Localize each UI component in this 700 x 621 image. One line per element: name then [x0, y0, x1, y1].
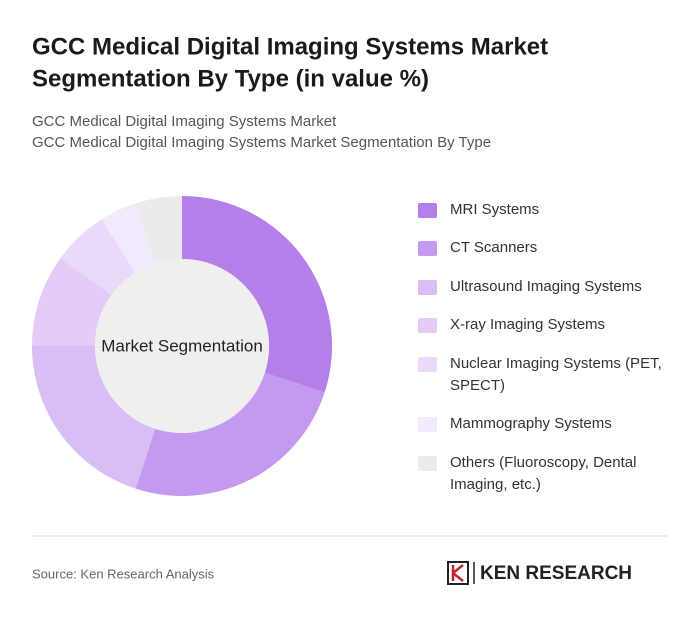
legend-swatch	[418, 280, 437, 295]
center-label: Market Segmentation	[101, 336, 263, 355]
donut-slice	[182, 196, 332, 393]
donut-slice	[135, 372, 325, 496]
legend-swatch	[418, 203, 437, 218]
legend-swatch	[418, 357, 437, 372]
legend-label: Others (Fluoroscopy, Dental	[450, 454, 636, 471]
legend-label: Ultrasound Imaging Systems	[450, 278, 642, 295]
logo: KEN RESEARCH	[447, 561, 632, 585]
legend-label: X-ray Imaging Systems	[450, 316, 605, 333]
chart-title: GCC Medical Digital Imaging Systems Mark…	[32, 33, 548, 60]
source: Source: Ken Research Analysis	[32, 566, 215, 581]
legend-label: Mammography Systems	[450, 415, 612, 432]
donut-center	[95, 259, 269, 433]
donut-slice	[60, 219, 136, 295]
legend-label: MRI Systems	[450, 201, 539, 218]
legend-swatch	[418, 456, 437, 471]
legend-swatch	[418, 318, 437, 333]
logo-icon	[451, 564, 464, 582]
subtitle: GCC Medical Digital Imaging Systems Mark…	[32, 134, 491, 151]
legend-swatch	[418, 241, 437, 256]
legend-label: Nuclear Imaging Systems (PET,	[450, 355, 662, 372]
donut-slice	[101, 203, 156, 273]
legend-label: Imaging, etc.)	[450, 476, 541, 493]
chart-title: Segmentation By Type (in value %)	[32, 65, 429, 92]
subtitle: GCC Medical Digital Imaging Systems Mark…	[32, 113, 337, 130]
legend-label: SPECT)	[450, 377, 505, 394]
logo-icon	[447, 561, 469, 585]
legend-label: CT Scanners	[450, 239, 537, 256]
donut-slice	[135, 196, 182, 264]
donut-slice	[32, 346, 156, 489]
brand: KEN RESEARCH	[480, 563, 632, 584]
donut-slice	[32, 257, 112, 346]
legend-swatch	[418, 417, 437, 432]
